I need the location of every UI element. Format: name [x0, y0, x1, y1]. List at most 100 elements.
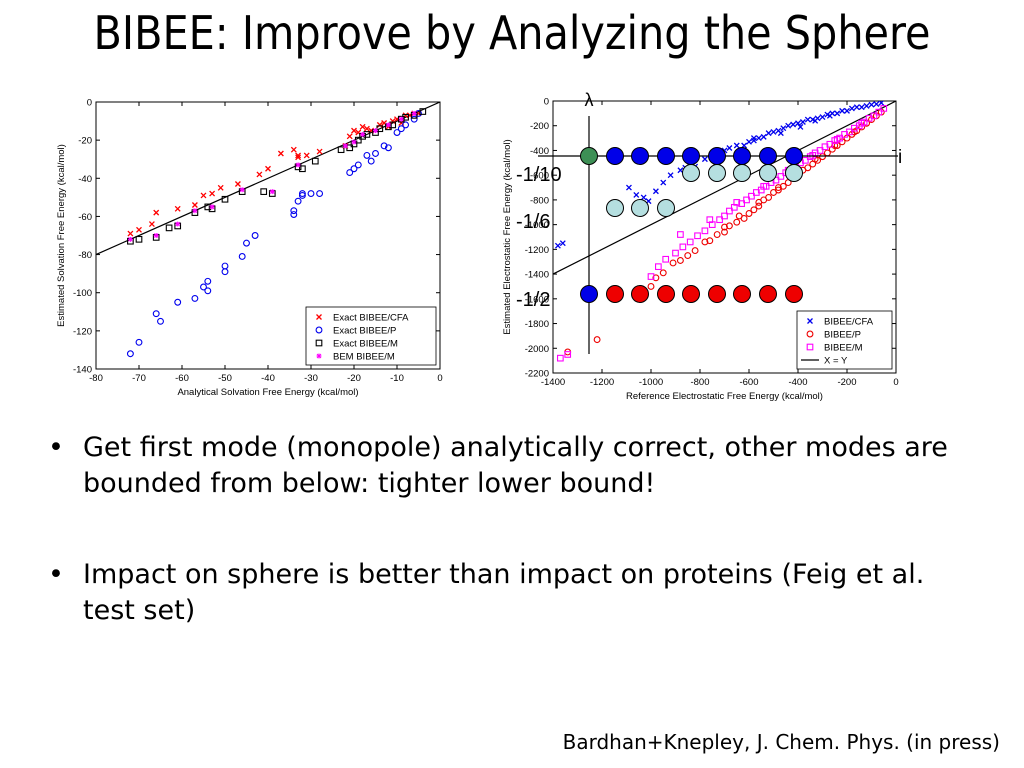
data-point	[640, 194, 647, 201]
legend-swatch	[315, 326, 323, 334]
data-point	[175, 221, 181, 227]
data-point	[858, 104, 865, 111]
x-tick-label: -50	[218, 373, 232, 384]
eigenvalue-dot	[580, 147, 598, 165]
eigenvalue-dot	[733, 147, 751, 165]
data-point	[126, 350, 134, 358]
y-tick-label: -1800	[525, 319, 549, 330]
data-point	[647, 273, 655, 280]
data-point	[269, 189, 275, 195]
data-point	[777, 130, 784, 137]
data-point	[701, 156, 708, 163]
data-point	[804, 164, 812, 172]
y-tick-label: -600	[530, 171, 549, 182]
data-point	[733, 199, 741, 206]
bullet-text: Get first mode (monopole) analytically c…	[83, 432, 948, 499]
bullet-dot: •	[48, 432, 64, 463]
eigenvalue-dot	[606, 285, 624, 303]
data-point	[346, 133, 353, 140]
data-point	[826, 112, 833, 119]
data-point	[676, 257, 684, 264]
x-tick-label: -20	[347, 373, 361, 384]
data-point	[733, 218, 741, 226]
legend-label: BIBEE/M	[824, 343, 863, 354]
data-point	[850, 128, 858, 136]
data-point	[209, 190, 216, 197]
row-label: -1/6	[516, 211, 550, 233]
eigenvalue-dot	[708, 164, 726, 182]
x-tick-label: -800	[690, 377, 709, 388]
bullet-dot: •	[48, 559, 64, 590]
eigenvalue-dot	[682, 147, 700, 165]
data-point	[174, 298, 182, 306]
x-tick-label: -60	[175, 373, 189, 384]
data-point	[311, 157, 319, 165]
data-point	[350, 165, 358, 173]
data-point	[779, 182, 787, 190]
eigenvalue-dot	[606, 147, 624, 165]
data-point	[260, 188, 268, 195]
data-point	[295, 154, 302, 161]
data-point	[725, 222, 733, 230]
data-point	[780, 125, 787, 132]
data-point	[701, 238, 709, 246]
left-scatter-chart: -80 -70 -60 -50 -40 -30 -20 -10 0-140-120-100-80…	[56, 98, 443, 399]
data-point	[799, 119, 806, 125]
bullet-text: Impact on sphere is better than impact o…	[83, 559, 925, 626]
data-point	[290, 211, 298, 218]
data-point	[398, 116, 404, 122]
data-point	[351, 139, 357, 145]
data-point	[672, 249, 679, 257]
data-point	[721, 223, 728, 231]
citation: Bardhan+Knepley, J. Chem. Phys. (in pres…	[562, 730, 1000, 754]
data-point	[316, 190, 324, 197]
eigenvalue-dot	[682, 285, 700, 303]
data-point	[209, 204, 215, 210]
legend-box	[796, 310, 893, 370]
data-point	[204, 277, 212, 285]
legend-label: BEM BIBEE/M	[333, 352, 395, 363]
data-point	[755, 135, 762, 142]
data-point	[363, 151, 371, 159]
x-tick-label: -600	[739, 377, 758, 388]
data-point	[755, 198, 763, 206]
data-point	[694, 232, 701, 240]
x-tick-label: -80	[89, 373, 103, 384]
data-point	[307, 190, 315, 197]
data-point	[858, 119, 866, 127]
data-point	[593, 336, 601, 344]
data-point	[735, 212, 743, 220]
data-point	[748, 192, 755, 200]
data-point	[743, 196, 750, 204]
legend: BIBEE/CFA BIBEE/P BIBEE/M X = Y	[796, 310, 893, 370]
legend-label: BIBEE/CFA	[824, 317, 874, 328]
data-point	[153, 233, 159, 238]
data-point	[765, 193, 773, 201]
data-point	[191, 294, 199, 302]
data-point	[738, 200, 746, 207]
x-axis-label: Reference Electrostatic Free Energy (kca…	[626, 391, 823, 402]
data-point	[564, 351, 572, 358]
data-point	[135, 338, 143, 346]
data-point	[804, 116, 811, 123]
eigenvalue-dot	[631, 199, 649, 217]
data-point	[760, 133, 767, 140]
data-point	[721, 228, 728, 236]
data-point	[755, 202, 763, 210]
legend-swatch	[807, 318, 813, 324]
legend-swatch	[316, 353, 322, 359]
data-point	[373, 128, 378, 134]
row-label: -1/2	[516, 289, 550, 311]
eigenvalue-dot	[631, 285, 649, 303]
y-tick-label: 0	[544, 97, 549, 108]
data-point	[662, 255, 670, 263]
y-tick-label: -60	[78, 212, 92, 223]
data-point	[234, 181, 241, 187]
data-point	[200, 283, 207, 291]
eigenvalue-dot	[759, 147, 777, 165]
x-tick-label: 0	[893, 377, 898, 388]
data-point	[174, 205, 181, 212]
data-point	[251, 232, 259, 239]
data-point	[256, 171, 263, 178]
data-point	[165, 224, 173, 232]
